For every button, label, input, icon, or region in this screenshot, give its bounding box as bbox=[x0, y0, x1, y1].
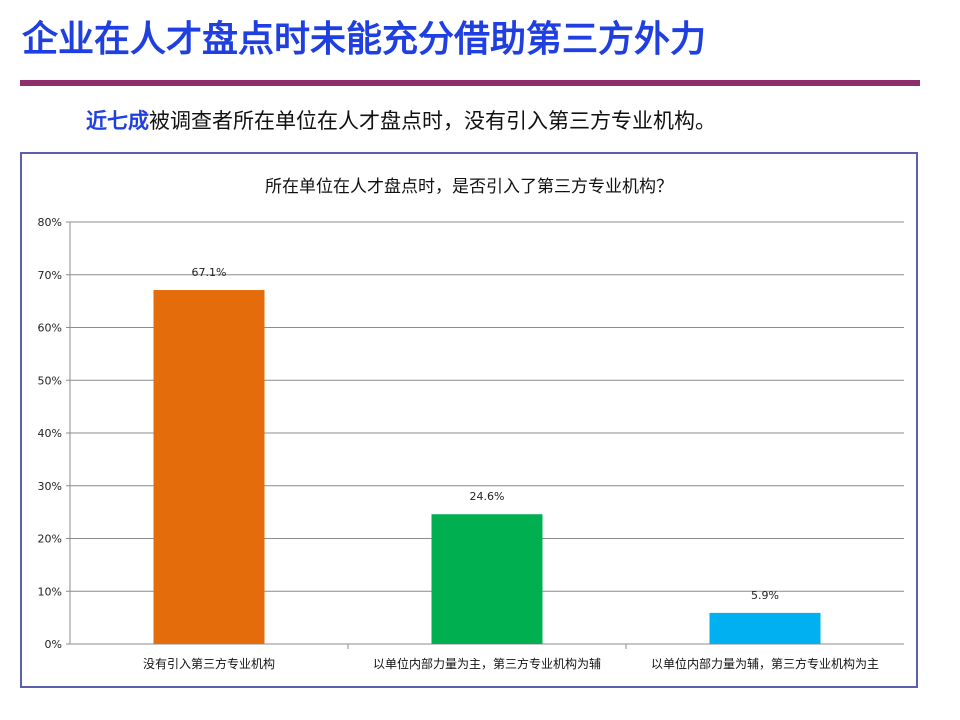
bar bbox=[431, 514, 543, 644]
y-tick-label: 80% bbox=[38, 216, 62, 229]
bar bbox=[709, 612, 821, 644]
y-tick-label: 60% bbox=[38, 322, 62, 335]
chart-title: 所在单位在人才盘点时，是否引入了第三方专业机构？ bbox=[265, 177, 673, 197]
subtitle-highlight: 近七成 bbox=[86, 109, 149, 133]
slide-title: 企业在人才盘点时未能充分借助第三方外力 bbox=[22, 19, 707, 60]
y-tick-label: 30% bbox=[38, 480, 62, 493]
subtitle: 近七成被调查者所在单位在人才盘点时，没有引入第三方专业机构。 bbox=[86, 104, 926, 138]
data-labels: 67.1% 24.6% 5.9% bbox=[192, 266, 779, 602]
x-category-label: 没有引入第三方专业机构 bbox=[143, 656, 275, 671]
x-axis-categories: 没有引入第三方专业机构 以单位内部力量为主，第三方专业机构为辅 以单位内部力量为辅，… bbox=[143, 644, 879, 671]
y-tick-label: 10% bbox=[38, 585, 62, 598]
y-axis-ticks: 0% 10% 20% 30% 40% 50% 60% 70% 80% bbox=[38, 216, 70, 651]
bars bbox=[153, 290, 821, 644]
data-label: 24.6% bbox=[470, 490, 505, 503]
bar bbox=[153, 290, 265, 644]
y-tick-label: 40% bbox=[38, 427, 62, 440]
subtitle-text: 被调查者所在单位在人才盘点时，没有引入第三方专业机构。 bbox=[149, 109, 716, 133]
y-tick-label: 50% bbox=[38, 374, 62, 387]
y-tick-label: 70% bbox=[38, 269, 62, 282]
data-label: 67.1% bbox=[192, 266, 227, 279]
data-label: 5.9% bbox=[751, 589, 779, 602]
x-category-label: 以单位内部力量为主，第三方专业机构为辅 bbox=[373, 656, 601, 671]
chart-frame: 所在单位在人才盘点时，是否引入了第三方专业机构？ 0% 10% 20% 30% 40% 5… bbox=[20, 152, 918, 688]
x-category-label: 以单位内部力量为辅，第三方专业机构为主 bbox=[651, 656, 879, 671]
title-rule bbox=[20, 80, 920, 86]
y-tick-label: 0% bbox=[45, 638, 62, 651]
y-tick-label: 20% bbox=[38, 533, 62, 546]
bar-chart: 所在单位在人才盘点时，是否引入了第三方专业机构？ 0% 10% 20% 30% 40% 5… bbox=[38, 177, 904, 671]
